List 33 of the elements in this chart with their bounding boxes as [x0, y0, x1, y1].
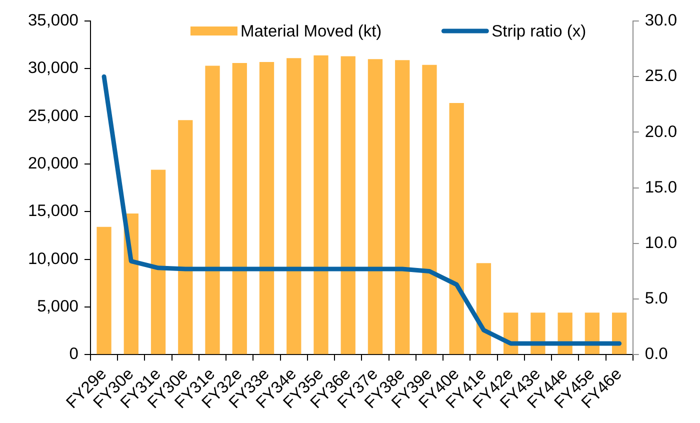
- y-tick-label: 35,000: [28, 12, 78, 30]
- bar: [476, 263, 492, 354]
- y-tick-label: 15,000: [28, 202, 78, 220]
- bar: [530, 312, 546, 354]
- bar: [286, 58, 302, 354]
- y-tick-label: 30,000: [28, 59, 78, 78]
- bar: [232, 62, 247, 354]
- bar: [340, 56, 356, 354]
- y-tick-label: 20,000: [28, 154, 78, 173]
- legend-label: Strip ratio (x): [492, 22, 586, 41]
- bar: [368, 59, 383, 354]
- bar: [395, 60, 410, 354]
- bar: [422, 64, 437, 354]
- legend-label: Material Moved (kt): [240, 22, 382, 41]
- y-tick-label: 10,000: [28, 250, 78, 268]
- bar: [612, 312, 627, 354]
- y-tick-label: 25,000: [28, 106, 78, 125]
- bar: [449, 102, 464, 354]
- bar: [178, 120, 193, 354]
- bar: [96, 226, 112, 354]
- y2-tick-label: 10.0: [644, 234, 678, 252]
- bar: [205, 66, 220, 354]
- y2-tick-label: 30.0: [644, 12, 678, 30]
- bar: [259, 62, 274, 354]
- bar: [314, 55, 328, 354]
- y2-tick-label: 15.0: [644, 178, 678, 196]
- y2-tick-label: 0.0: [644, 345, 668, 364]
- bar: [150, 170, 166, 354]
- y-tick-label: 5,000: [37, 298, 78, 316]
- y-tick-label: 0: [69, 345, 78, 364]
- y2-tick-label: 20.0: [644, 122, 678, 141]
- y2-tick-label: 25.0: [644, 67, 678, 86]
- y2-tick-label: 5.0: [644, 290, 668, 308]
